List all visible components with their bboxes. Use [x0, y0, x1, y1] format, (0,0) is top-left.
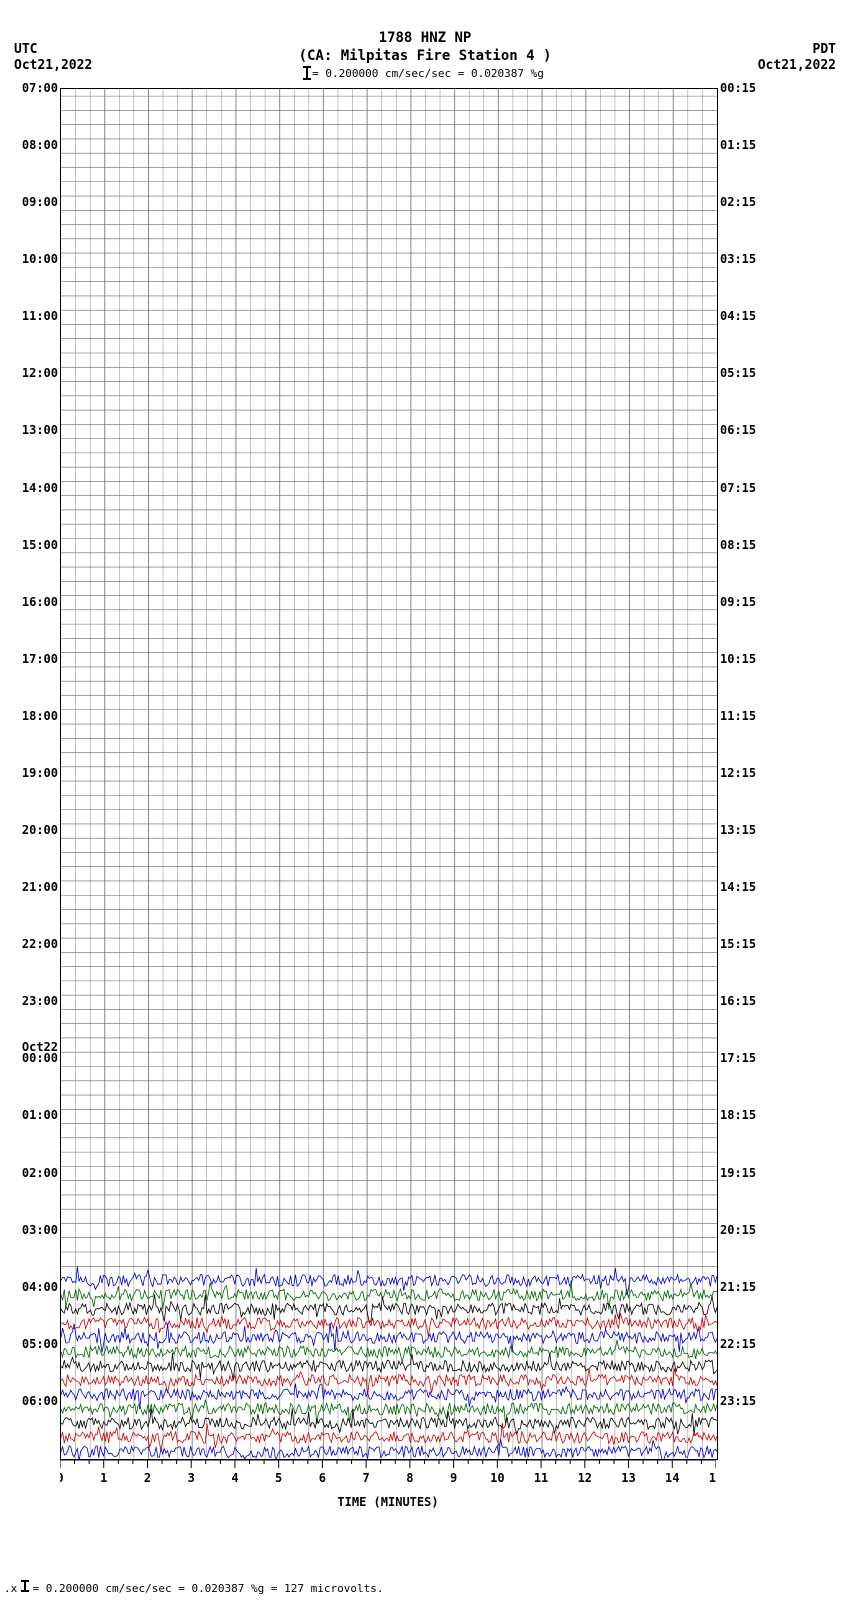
time-label: 16:00: [8, 595, 58, 609]
utc-label: UTC: [14, 42, 37, 57]
utc-date: Oct21,2022: [14, 58, 92, 73]
time-label: 19:00: [8, 766, 58, 780]
footer-text: = 0.200000 cm/sec/sec = 0.020387 %g = 12…: [33, 1582, 384, 1595]
svg-text:14: 14: [665, 1471, 679, 1485]
time-label: 17:15: [720, 1051, 770, 1065]
time-label: 05:00: [8, 1337, 58, 1351]
svg-text:9: 9: [450, 1471, 457, 1485]
time-label: 06:15: [720, 423, 770, 437]
time-label: 23:00: [8, 994, 58, 1008]
footer-prefix: .x: [4, 1582, 17, 1595]
time-label: 13:00: [8, 423, 58, 437]
time-label: 10:00: [8, 252, 58, 266]
svg-text:4: 4: [231, 1471, 238, 1485]
svg-text:10: 10: [490, 1471, 504, 1485]
time-label: 18:00: [8, 709, 58, 723]
svg-text:8: 8: [406, 1471, 413, 1485]
x-axis: 0123456789101112131415: [60, 1460, 716, 1490]
time-label: 14:15: [720, 880, 770, 894]
time-label: 09:15: [720, 595, 770, 609]
scale-bar-icon: [306, 66, 308, 80]
svg-text:5: 5: [275, 1471, 282, 1485]
time-label: 04:00: [8, 1280, 58, 1294]
time-label: 12:00: [8, 366, 58, 380]
time-label: 02:15: [720, 195, 770, 209]
time-label: 11:15: [720, 709, 770, 723]
time-label: 00:15: [720, 81, 770, 95]
footer-scale: .x = 0.200000 cm/sec/sec = 0.020387 %g =…: [4, 1580, 384, 1595]
time-label: 11:00: [8, 309, 58, 323]
seismogram-container: 1788 HNZ NP (CA: Milpitas Fire Station 4…: [0, 0, 850, 1613]
seismogram-plot: [60, 88, 718, 1460]
time-label: 02:00: [8, 1166, 58, 1180]
pdt-label: PDT: [813, 42, 836, 57]
time-label: 15:00: [8, 538, 58, 552]
time-label: 00:00: [8, 1051, 58, 1065]
time-label: 19:15: [720, 1166, 770, 1180]
time-label: 09:00: [8, 195, 58, 209]
time-label: 13:15: [720, 823, 770, 837]
time-label: 10:15: [720, 652, 770, 666]
svg-text:0: 0: [60, 1471, 64, 1485]
scale-text: = 0.200000 cm/sec/sec = 0.020387 %g: [312, 67, 544, 80]
right-time-axis: 00:1501:1502:1503:1504:1505:1506:1507:15…: [720, 88, 770, 1458]
time-label: 15:15: [720, 937, 770, 951]
time-label: 03:15: [720, 252, 770, 266]
time-label: 01:15: [720, 138, 770, 152]
pdt-date: Oct21,2022: [758, 58, 836, 73]
time-label: 22:15: [720, 1337, 770, 1351]
scale-bar-icon: [24, 1580, 26, 1592]
svg-text:2: 2: [144, 1471, 151, 1485]
time-label: 04:15: [720, 309, 770, 323]
x-axis-label: TIME (MINUTES): [60, 1495, 716, 1509]
time-label: 21:15: [720, 1280, 770, 1294]
station-name-title: (CA: Milpitas Fire Station 4 ): [0, 48, 850, 64]
time-label: 21:00: [8, 880, 58, 894]
time-label: 20:15: [720, 1223, 770, 1237]
time-label: 12:15: [720, 766, 770, 780]
time-label: 08:15: [720, 538, 770, 552]
time-label: 23:15: [720, 1394, 770, 1408]
x-axis-ticks: 0123456789101112131415: [60, 1460, 716, 1490]
time-label: 05:15: [720, 366, 770, 380]
time-label: 07:00: [8, 81, 58, 95]
time-label: 18:15: [720, 1108, 770, 1122]
svg-text:7: 7: [363, 1471, 370, 1485]
time-label: 14:00: [8, 481, 58, 495]
time-label: 07:15: [720, 481, 770, 495]
time-label: 01:00: [8, 1108, 58, 1122]
svg-text:6: 6: [319, 1471, 326, 1485]
time-label: 20:00: [8, 823, 58, 837]
time-label: 03:00: [8, 1223, 58, 1237]
time-label: 08:00: [8, 138, 58, 152]
time-label: 06:00: [8, 1394, 58, 1408]
left-time-axis: 07:0008:0009:0010:0011:0012:0013:0014:00…: [8, 88, 58, 1458]
svg-text:1: 1: [100, 1471, 107, 1485]
time-label: 17:00: [8, 652, 58, 666]
station-code-title: 1788 HNZ NP: [0, 30, 850, 46]
time-label: 22:00: [8, 937, 58, 951]
time-label: 16:15: [720, 994, 770, 1008]
seismogram-svg: [61, 89, 717, 1459]
svg-text:3: 3: [188, 1471, 195, 1485]
svg-text:13: 13: [621, 1471, 635, 1485]
svg-text:12: 12: [578, 1471, 592, 1485]
svg-text:11: 11: [534, 1471, 548, 1485]
svg-text:15: 15: [709, 1471, 716, 1485]
